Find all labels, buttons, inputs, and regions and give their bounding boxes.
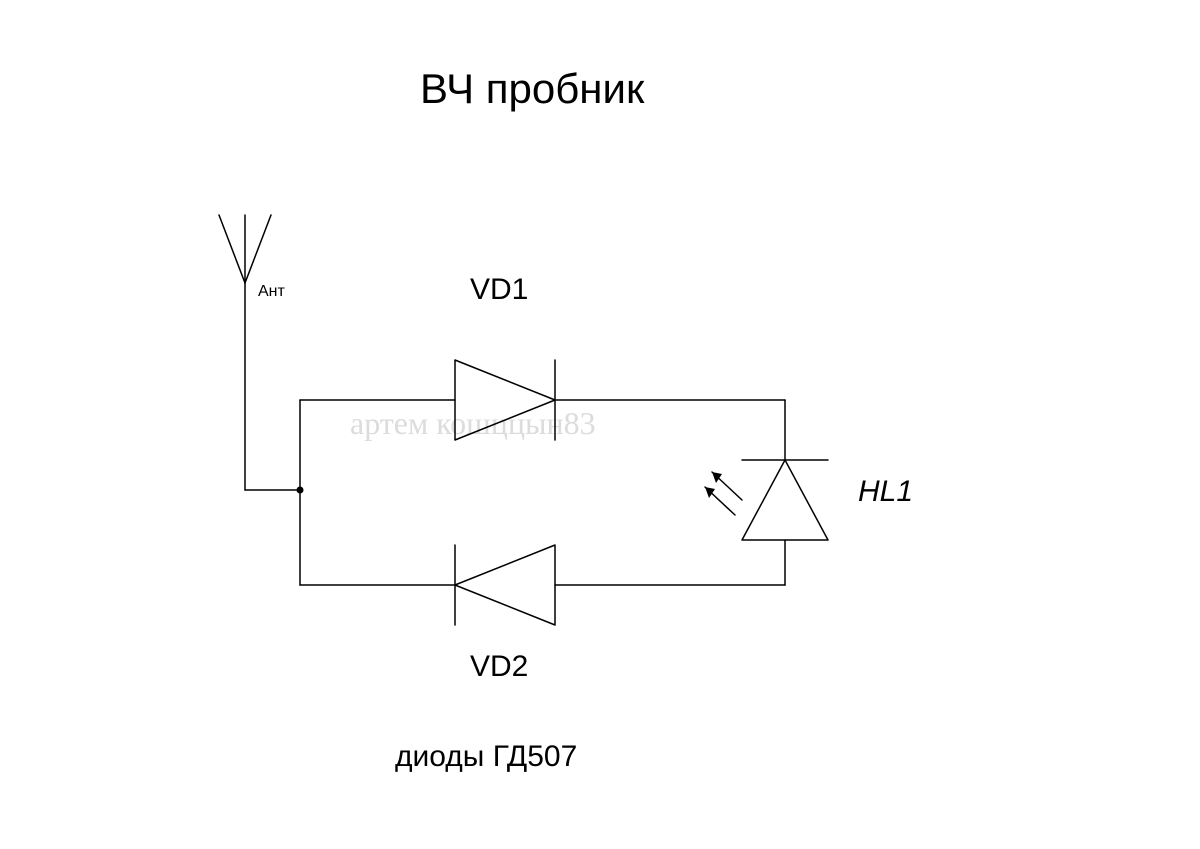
diode-vd2-icon [455,545,555,625]
led-hl1-icon [705,460,828,540]
schematic-stage: ВЧ пробник Ант VD1 VD2 HL1 диоды ГД507 а… [0,0,1200,849]
antenna-icon [219,215,271,283]
diode-vd1-icon [455,360,555,440]
circuit-svg [0,0,1200,849]
